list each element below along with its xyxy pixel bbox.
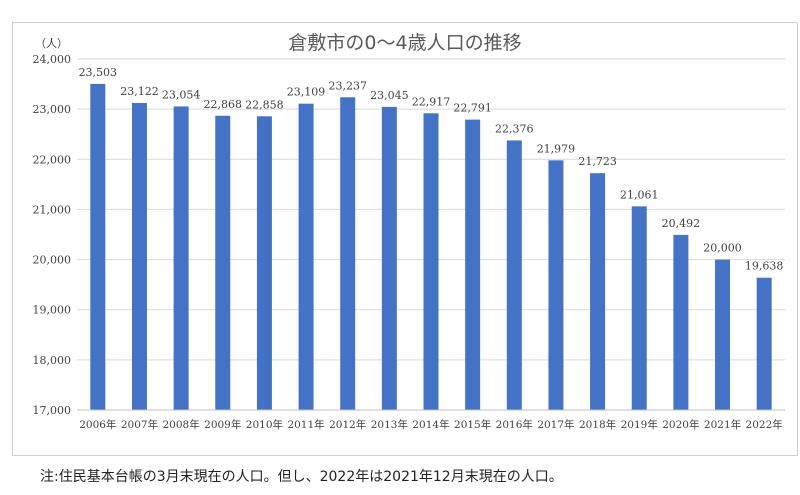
- bar-2008年: [173, 106, 189, 410]
- data-label: 23,054: [162, 88, 201, 101]
- x-tick-label: 2011年: [287, 418, 324, 431]
- data-label: 22,376: [495, 122, 534, 135]
- data-label: 23,237: [328, 79, 367, 92]
- x-tick-label: 2008年: [163, 418, 200, 431]
- x-tick-label: 2013年: [371, 418, 408, 431]
- x-tick-label: 2010年: [246, 418, 283, 431]
- x-tick-label: 2007年: [121, 418, 158, 431]
- x-tick-label: 2009年: [204, 418, 241, 431]
- bar-2016年: [506, 140, 522, 410]
- data-label: 22,858: [245, 98, 284, 111]
- x-tick-label: 2021年: [704, 418, 741, 431]
- bar-2009年: [215, 115, 231, 410]
- y-tick-label: 20,000: [33, 254, 72, 267]
- data-label: 23,503: [79, 66, 118, 79]
- bars: [90, 83, 772, 411]
- data-label: 22,917: [412, 95, 451, 108]
- x-tick-label: 2016年: [496, 418, 533, 431]
- bar-2013年: [381, 106, 397, 411]
- y-axis-ticks: 17,000 18,000 19,000 20,000 21,000 22,000 23,0…: [33, 53, 72, 417]
- y-tick-label: 22,000: [33, 153, 72, 166]
- bar-2017年: [548, 160, 564, 410]
- data-label: 21,723: [578, 155, 617, 168]
- x-tick-label: 2006年: [79, 418, 116, 431]
- data-label: 23,109: [287, 86, 326, 99]
- x-tick-label: 2012年: [329, 418, 366, 431]
- data-label: 20,492: [662, 217, 701, 230]
- data-label: 20,000: [703, 242, 742, 255]
- y-tick-label: 19,000: [33, 304, 72, 317]
- data-label: 19,638: [745, 260, 784, 273]
- y-tick-label: 21,000: [33, 203, 72, 216]
- bar-2011年: [298, 103, 314, 411]
- bar-2021年: [715, 259, 731, 410]
- bar-2006年: [90, 83, 106, 410]
- bar-2007年: [131, 103, 147, 411]
- y-tick-label: 17,000: [33, 404, 72, 417]
- bar-2022年: [756, 277, 772, 410]
- x-tick-label: 2014年: [412, 418, 449, 431]
- x-tick-label: 2022年: [746, 418, 783, 431]
- y-tick-label: 23,000: [33, 103, 72, 116]
- data-label: 22,868: [204, 98, 243, 111]
- data-label: 23,122: [120, 85, 159, 98]
- bar-2019年: [631, 206, 647, 410]
- chart: 倉敷市の0～4歳人口の推移 （人） 17,000 18,000 19,000 20,0…: [33, 32, 785, 431]
- x-axis-ticks: 2006年 2007年 2008年 2009年 2010年 2011年 2012年 2013年…: [79, 418, 783, 431]
- y-tick-label: 24,000: [33, 53, 72, 66]
- bar-2012年: [340, 97, 356, 410]
- y-axis-unit-label: （人）: [35, 37, 68, 50]
- x-tick-label: 2019年: [621, 418, 658, 431]
- bar-2015年: [465, 119, 481, 410]
- chart-title: 倉敷市の0～4歳人口の推移: [288, 32, 521, 54]
- data-label: 22,791: [453, 102, 492, 115]
- data-label: 21,061: [620, 188, 659, 201]
- bar-2018年: [590, 173, 606, 410]
- x-tick-label: 2017年: [537, 418, 574, 431]
- x-tick-label: 2018年: [579, 418, 616, 431]
- x-tick-label: 2015年: [454, 418, 491, 431]
- chart-panel: 倉敷市の0～4歳人口の推移 （人） 17,000 18,000 19,000 20,0…: [12, 22, 798, 456]
- bar-2014年: [423, 113, 439, 410]
- bar-2010年: [256, 116, 272, 410]
- bar-2020年: [673, 234, 689, 410]
- footnote: 注:住民基本台帳の3月末現在の人口。但し、2022年は2021年12月末現在の人…: [40, 469, 563, 485]
- data-label: 21,979: [537, 142, 576, 155]
- data-label: 23,045: [370, 89, 409, 102]
- x-tick-label: 2020年: [662, 418, 699, 431]
- y-tick-label: 18,000: [33, 354, 72, 367]
